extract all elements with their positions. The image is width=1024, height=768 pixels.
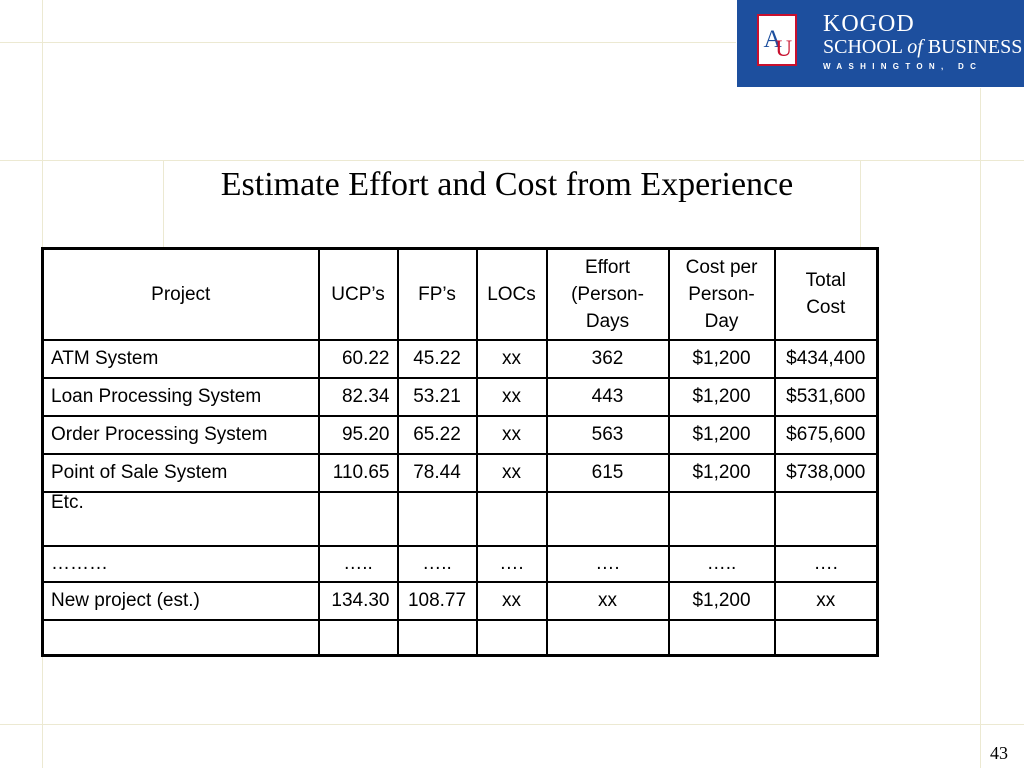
table-cell: Point of Sale System [41, 452, 320, 493]
svg-text:A: A [764, 26, 782, 53]
header-cost-per-day: Cost per Person- Day [667, 247, 776, 341]
table-cell [773, 490, 879, 547]
table-cell: ….. [317, 544, 399, 583]
table-cell: Order Processing System [41, 414, 320, 455]
table-row: Etc. [41, 490, 879, 547]
kogod-logo: A U KOGOD SCHOOL of BUSINESS WASHINGTON,… [737, 0, 1024, 87]
table-cell: ….. [667, 544, 776, 583]
table-cell: $675,600 [773, 414, 879, 455]
table-cell: 53.21 [396, 376, 478, 417]
header-ucps: UCP’s [317, 247, 399, 341]
table-cell [317, 618, 399, 657]
table-cell [475, 618, 548, 657]
table-cell [773, 618, 879, 657]
page-number: 43 [990, 743, 1008, 763]
estimate-table: Project UCP’s FP’s LOCs Effort (Person- Da… [41, 247, 879, 657]
table-cell: …. [773, 544, 879, 583]
header-effort: Effort (Person- Days [545, 247, 670, 341]
table-cell: xx [475, 452, 548, 493]
table-cell [317, 490, 399, 547]
table-cell [667, 618, 776, 657]
table-cell [396, 490, 478, 547]
table-cell: ATM System [41, 338, 320, 379]
table-cell: xx [475, 414, 548, 455]
table-cell: $434,400 [773, 338, 879, 379]
header-fps: FP’s [396, 247, 478, 341]
table-cell: $531,600 [773, 376, 879, 417]
table-cell [396, 618, 478, 657]
table-cell: Loan Processing System [41, 376, 320, 417]
table-cell: $1,200 [667, 414, 776, 455]
table-cell [545, 490, 670, 547]
table-cell: xx [475, 338, 548, 379]
table-cell: 108.77 [396, 580, 478, 621]
logo-line1: KOGOD [823, 11, 915, 37]
guide-line [860, 160, 861, 250]
table-row: ATM System 60.22 45.22 xx 362 $1,200 $43… [41, 338, 879, 379]
table-cell: Etc. [41, 490, 320, 547]
table-cell: xx [545, 580, 670, 621]
table-cell: …. [545, 544, 670, 583]
table-cell [667, 490, 776, 547]
table-cell: $1,200 [667, 580, 776, 621]
table-row: ……… ….. ….. …. …. ….. …. [41, 544, 879, 583]
table-row [41, 618, 879, 657]
table-cell: 362 [545, 338, 670, 379]
table-cell: ….. [396, 544, 478, 583]
table-cell: 60.22 [317, 338, 399, 379]
table-cell: $1,200 [667, 376, 776, 417]
table-cell: $1,200 [667, 338, 776, 379]
table-cell [475, 490, 548, 547]
guide-line [980, 88, 981, 768]
table-cell: 563 [545, 414, 670, 455]
slide-title: Estimate Effort and Cost from Experience [220, 166, 794, 203]
table-cell: 110.65 [317, 452, 399, 493]
table-row: New project (est.) 134.30 108.77 xx xx $… [41, 580, 879, 621]
table-row: Order Processing System 95.20 65.22 xx 5… [41, 414, 879, 455]
table-cell: xx [773, 580, 879, 621]
table-cell: 65.22 [396, 414, 478, 455]
table-cell: 45.22 [396, 338, 478, 379]
au-seal-icon: A U [757, 14, 797, 66]
table-cell: 95.20 [317, 414, 399, 455]
header-total-cost: Total Cost [773, 247, 879, 341]
table-cell: xx [475, 376, 548, 417]
svg-text:U: U [775, 36, 792, 62]
table-row: Loan Processing System 82.34 53.21 xx 44… [41, 376, 879, 417]
logo-line2: SCHOOL of BUSINESS [823, 36, 1023, 58]
header-locs: LOCs [475, 247, 548, 341]
table-row: Point of Sale System 110.65 78.44 xx 615… [41, 452, 879, 493]
table-cell [545, 618, 670, 657]
table-cell: xx [475, 580, 548, 621]
table-cell [41, 618, 320, 657]
table-cell: 443 [545, 376, 670, 417]
logo-line3: WASHINGTON, DC [823, 62, 983, 71]
table-cell: 134.30 [317, 580, 399, 621]
guide-line [0, 160, 1024, 161]
table-cell: New project (est.) [41, 580, 320, 621]
header-row: Project UCP’s FP’s LOCs Effort (Person- Da… [41, 247, 879, 341]
guide-line [0, 42, 736, 43]
header-project: Project [41, 247, 320, 341]
table-cell: 82.34 [317, 376, 399, 417]
table-cell: $1,200 [667, 452, 776, 493]
table-cell: 78.44 [396, 452, 478, 493]
table-cell: ……… [41, 544, 320, 583]
table-cell: $738,000 [773, 452, 879, 493]
guide-line [163, 160, 164, 250]
guide-line [0, 724, 1024, 725]
table-cell: …. [475, 544, 548, 583]
table-cell: 615 [545, 452, 670, 493]
